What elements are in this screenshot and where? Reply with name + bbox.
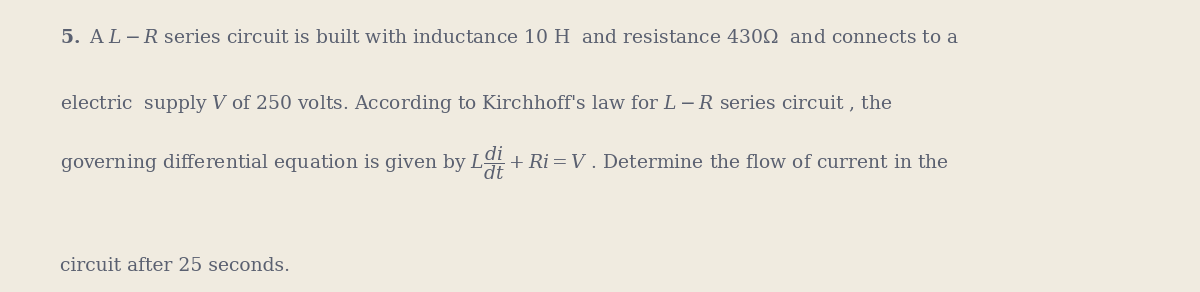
Text: circuit after 25 seconds.: circuit after 25 seconds. <box>60 257 290 275</box>
Text: $\mathbf{5.}$ A $L-R$ series circuit is built with inductance 10 H  and resistan: $\mathbf{5.}$ A $L-R$ series circuit is … <box>60 29 959 47</box>
Text: governing differential equation is given by $L\dfrac{di}{dt}+ Ri = V$ . Determin: governing differential equation is given… <box>60 145 949 182</box>
Text: electric  supply $V$ of 250 volts. According to Kirchhoff's law for $L-R$ series: electric supply $V$ of 250 volts. Accord… <box>60 93 893 115</box>
